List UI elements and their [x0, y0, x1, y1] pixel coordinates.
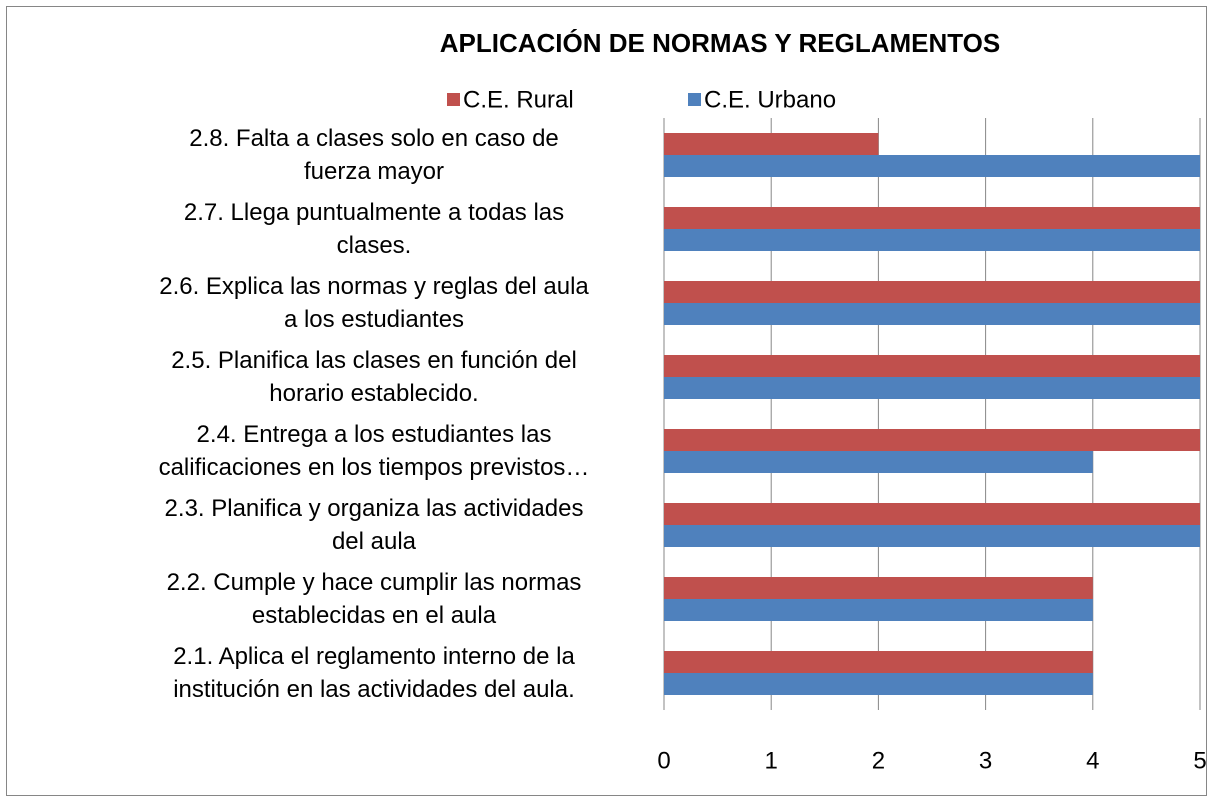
y-tick-label: 2.4. Entrega a los estudiantes las calif… [158, 421, 590, 481]
legend-label: C.E. Urbano [704, 86, 836, 113]
y-tick-label: 2.1. Aplica el reglamento interno de la … [173, 643, 575, 703]
legend-swatch [688, 93, 701, 106]
chart-title: APLICACIÓN DE NORMAS Y REGLAMENTOS [440, 28, 1001, 58]
x-tick-label: 1 [765, 747, 778, 774]
y-tick-label: 2.8. Falta a clases solo en caso de fuer… [189, 125, 559, 185]
bar [664, 651, 1093, 673]
y-tick-label: 2.7. Llega puntualmente a todas las clas… [183, 199, 565, 259]
bar [664, 525, 1200, 547]
bar [664, 355, 1200, 377]
legend-swatch [447, 93, 460, 106]
x-tick-label: 2 [872, 747, 885, 774]
bar [664, 281, 1200, 303]
bar [664, 133, 879, 155]
bar [664, 599, 1093, 621]
bar [664, 303, 1200, 325]
bar [664, 451, 1093, 473]
bar [664, 673, 1093, 695]
bar [664, 377, 1200, 399]
bar [664, 429, 1200, 451]
y-tick-label: 2.5. Planifica las clases en función del… [171, 347, 577, 407]
bar [664, 229, 1200, 251]
x-tick-label: 4 [1086, 747, 1099, 774]
x-tick-label: 5 [1193, 747, 1206, 774]
legend-label: C.E. Rural [463, 86, 574, 113]
x-tick-label: 3 [979, 747, 992, 774]
y-tick-label: 2.2. Cumple y hace cumplir las normas es… [166, 569, 582, 629]
bar [664, 207, 1200, 229]
bar [664, 155, 1200, 177]
bar [664, 577, 1093, 599]
x-tick-label: 0 [657, 747, 670, 774]
y-tick-label: 2.3. Planifica y organiza las actividade… [164, 495, 584, 555]
y-tick-label: 2.6. Explica las normas y reglas del aul… [159, 273, 589, 333]
bar [664, 503, 1200, 525]
